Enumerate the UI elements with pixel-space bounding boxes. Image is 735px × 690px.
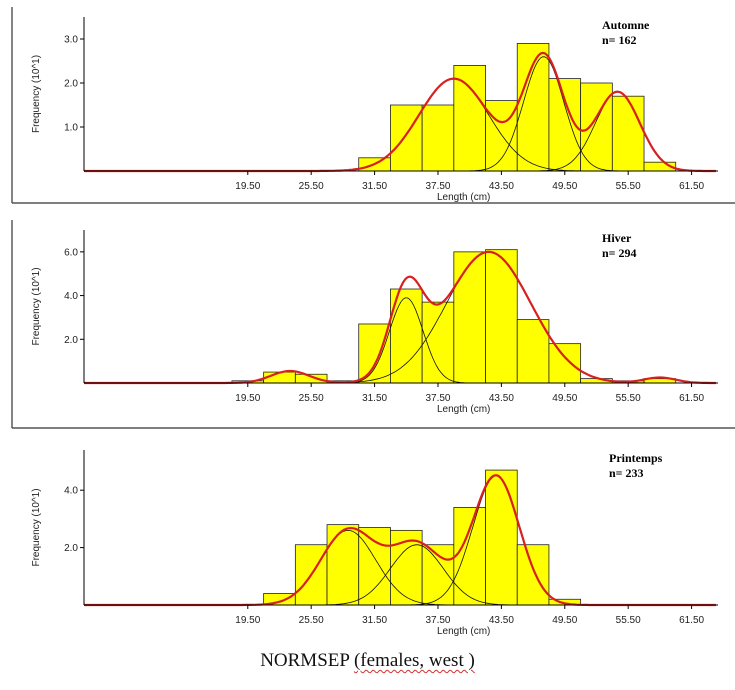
histogram-bar [516, 319, 550, 384]
histogram-bar [611, 95, 645, 172]
x-axis-label: Length (cm) [437, 192, 490, 203]
caption-prefix: NORMSEP [260, 650, 354, 671]
x-tick-label: 49.50 [552, 393, 577, 404]
histogram-bar [453, 507, 486, 606]
x-tick-label: 55.50 [616, 393, 641, 404]
y-axis-label: Frequency (10^1) [31, 55, 42, 133]
y-axis-label: Frequency (10^1) [31, 488, 42, 566]
x-tick-label: 25.50 [299, 393, 324, 404]
x-tick-label: 55.50 [616, 615, 641, 626]
histogram-panels: 19.50 25.50 31.50 37.50 43.50 49.50 55.50 61.50… [11, 7, 735, 637]
x-tick-label: 31.50 [362, 615, 387, 626]
component-curve [464, 56, 623, 172]
sample-size-label: n= 162 [602, 33, 637, 47]
x-tick-label: 31.50 [362, 393, 387, 404]
histogram-bar [485, 100, 518, 172]
y-tick-label: 2.0 [64, 335, 78, 346]
x-tick-label: 31.50 [362, 181, 387, 192]
histogram-bar [358, 527, 391, 606]
x-tick-label: 49.50 [552, 181, 577, 192]
y-tick-label: 4.0 [64, 291, 78, 302]
x-axis-label: Length (cm) [437, 404, 490, 415]
x-tick-label: 19.50 [235, 615, 260, 626]
histogram-bar [326, 524, 360, 606]
x-tick-label: 61.50 [679, 615, 704, 626]
histogram-bar [453, 65, 486, 172]
histogram-panel-3: 19.50 25.50 31.50 37.50 43.50 49.50 55.50 61.50… [31, 450, 718, 637]
histogram-bar [453, 251, 486, 384]
x-tick-label: 61.50 [679, 393, 704, 404]
y-axis-label: Frequency (10^1) [31, 267, 42, 345]
component-curve [339, 297, 473, 384]
x-tick-label: 37.50 [425, 393, 450, 404]
x-tick-label: 43.50 [489, 181, 514, 192]
season-label: Hiver [602, 231, 632, 245]
x-tick-label: 43.50 [489, 615, 514, 626]
y-tick-label: 4.0 [64, 486, 78, 497]
histogram-bar [548, 343, 582, 384]
x-tick-label: 25.50 [299, 181, 324, 192]
histogram-bar [390, 104, 423, 172]
x-tick-label: 19.50 [235, 181, 260, 192]
histogram-panel-1: 19.50 25.50 31.50 37.50 43.50 49.50 55.50 61.50… [11, 7, 735, 204]
component-curve [312, 544, 522, 606]
x-tick-label: 49.50 [552, 615, 577, 626]
x-tick-label: 37.50 [425, 181, 450, 192]
caption-subtitle: (females, west ) [353, 650, 475, 671]
x-tick-label: 25.50 [299, 615, 324, 626]
x-tick-label: 43.50 [489, 393, 514, 404]
histogram-bar [421, 104, 455, 172]
x-tick-label: 55.50 [616, 181, 641, 192]
sample-size-label: n= 294 [602, 246, 637, 260]
histogram-bar [485, 469, 518, 606]
y-tick-label: 2.0 [64, 79, 78, 90]
histogram-bar [421, 301, 455, 384]
histogram-bar [516, 544, 550, 606]
season-label: Automne [602, 18, 650, 32]
sample-size-label: n= 233 [609, 466, 644, 480]
x-tick-label: 37.50 [425, 615, 450, 626]
x-tick-label: 19.50 [235, 393, 260, 404]
histogram-bar [421, 544, 455, 606]
histogram-panel-2: 19.50 25.50 31.50 37.50 43.50 49.50 55.50 61.50… [11, 220, 735, 429]
season-label: Printemps [609, 451, 663, 465]
y-tick-label: 2.0 [64, 543, 78, 554]
y-tick-label: 3.0 [64, 35, 78, 46]
x-tick-label: 61.50 [679, 181, 704, 192]
figure-caption: NORMSEP (females, west ) [0, 650, 735, 672]
y-tick-label: 1.0 [64, 123, 78, 134]
x-axis-label: Length (cm) [437, 626, 490, 637]
y-tick-label: 6.0 [64, 247, 78, 258]
